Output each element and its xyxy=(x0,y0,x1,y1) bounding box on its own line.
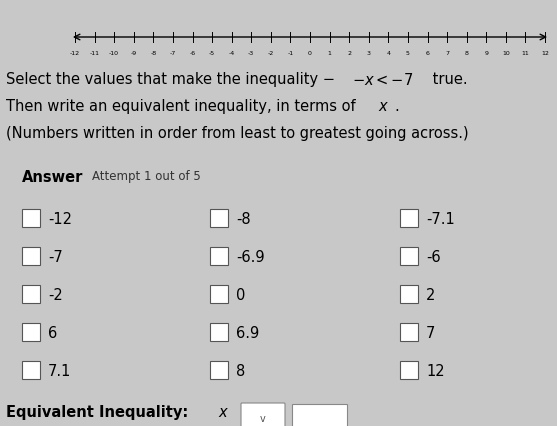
Text: 5: 5 xyxy=(406,51,410,56)
Text: Select the values that make the inequality −: Select the values that make the inequali… xyxy=(6,72,335,87)
Text: -3: -3 xyxy=(248,51,255,56)
Text: 12: 12 xyxy=(426,363,444,377)
Bar xyxy=(400,323,418,341)
Text: 7.1: 7.1 xyxy=(48,363,71,377)
Text: -6: -6 xyxy=(426,249,441,264)
Text: -2: -2 xyxy=(268,51,274,56)
Text: -11: -11 xyxy=(90,51,100,56)
Text: 8: 8 xyxy=(236,363,245,377)
Text: 7: 7 xyxy=(426,325,436,340)
Text: 9: 9 xyxy=(484,51,488,56)
Bar xyxy=(400,285,418,303)
Text: 10: 10 xyxy=(502,51,510,56)
Text: 6: 6 xyxy=(48,325,57,340)
Text: .: . xyxy=(394,99,399,114)
Text: -2: -2 xyxy=(48,287,63,302)
Text: Equivalent Inequality:: Equivalent Inequality: xyxy=(6,404,193,419)
Text: Then write an equivalent inequality, in terms of: Then write an equivalent inequality, in … xyxy=(6,99,360,114)
Text: 2: 2 xyxy=(426,287,436,302)
Text: 7: 7 xyxy=(445,51,449,56)
Text: 11: 11 xyxy=(521,51,529,56)
Text: 0: 0 xyxy=(308,51,312,56)
Text: -6: -6 xyxy=(189,51,196,56)
Bar xyxy=(22,323,40,341)
Text: -7: -7 xyxy=(48,249,63,264)
Text: 6: 6 xyxy=(426,51,429,56)
Bar xyxy=(210,210,228,227)
Bar xyxy=(210,323,228,341)
Text: 12: 12 xyxy=(541,51,549,56)
Text: 1: 1 xyxy=(328,51,331,56)
Bar xyxy=(22,248,40,265)
Text: -8: -8 xyxy=(236,211,251,226)
Text: v: v xyxy=(260,413,266,423)
Text: -12: -12 xyxy=(70,51,80,56)
Bar xyxy=(22,210,40,227)
Text: -6.9: -6.9 xyxy=(236,249,265,264)
Text: 0: 0 xyxy=(236,287,246,302)
Text: 2: 2 xyxy=(347,51,351,56)
FancyBboxPatch shape xyxy=(241,403,285,426)
Bar xyxy=(210,285,228,303)
Text: 8: 8 xyxy=(465,51,468,56)
Text: (Numbers written in order from least to greatest going across.): (Numbers written in order from least to … xyxy=(6,126,468,141)
Text: -7.1: -7.1 xyxy=(426,211,455,226)
Text: 4: 4 xyxy=(387,51,390,56)
Text: 3: 3 xyxy=(367,51,371,56)
Text: -1: -1 xyxy=(287,51,294,56)
Bar xyxy=(210,248,228,265)
Bar xyxy=(292,404,347,426)
Text: -12: -12 xyxy=(48,211,72,226)
Text: -5: -5 xyxy=(209,51,215,56)
Text: -10: -10 xyxy=(109,51,119,56)
Bar xyxy=(22,361,40,379)
Text: true.: true. xyxy=(428,72,468,87)
Text: -9: -9 xyxy=(131,51,137,56)
Text: Attempt 1 out of 5: Attempt 1 out of 5 xyxy=(92,170,201,183)
Text: $x$: $x$ xyxy=(218,404,229,419)
Bar xyxy=(400,248,418,265)
Text: $-x < -7$: $-x < -7$ xyxy=(352,72,413,88)
Text: -4: -4 xyxy=(228,51,235,56)
Bar xyxy=(400,361,418,379)
Text: $x$: $x$ xyxy=(378,99,389,114)
Bar xyxy=(400,210,418,227)
Bar xyxy=(210,361,228,379)
Text: -7: -7 xyxy=(170,51,176,56)
Text: -8: -8 xyxy=(150,51,157,56)
Text: 6.9: 6.9 xyxy=(236,325,259,340)
Text: Answer: Answer xyxy=(22,170,84,184)
Bar xyxy=(22,285,40,303)
